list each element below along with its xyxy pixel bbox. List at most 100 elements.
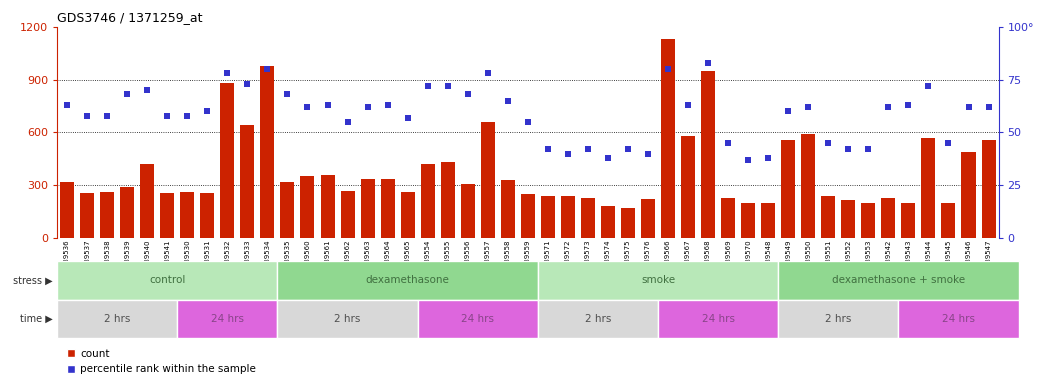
Bar <box>57 300 177 338</box>
Bar <box>277 261 538 300</box>
Bar <box>381 179 394 238</box>
Text: stress ▶: stress ▶ <box>12 275 52 285</box>
Point <box>719 140 736 146</box>
Bar <box>862 203 875 238</box>
Text: 2 hrs: 2 hrs <box>104 314 131 324</box>
Point <box>419 83 436 89</box>
Bar <box>941 203 956 238</box>
Point <box>980 104 996 110</box>
Bar <box>821 196 836 238</box>
Point <box>299 104 316 110</box>
Bar <box>300 177 315 238</box>
Bar <box>801 134 815 238</box>
Bar <box>538 300 658 338</box>
Point <box>880 104 897 110</box>
Bar <box>721 198 735 238</box>
Point <box>960 104 977 110</box>
Point <box>59 102 76 108</box>
Bar <box>57 261 277 300</box>
Bar <box>481 122 495 238</box>
Point <box>559 151 576 157</box>
Text: dexamethasone: dexamethasone <box>365 275 449 285</box>
Point <box>780 108 796 114</box>
Bar <box>538 261 778 300</box>
Bar <box>241 126 254 238</box>
Bar <box>561 196 575 238</box>
Point <box>439 83 456 89</box>
Bar <box>420 164 435 238</box>
Point <box>900 102 917 108</box>
Bar <box>701 71 715 238</box>
Bar <box>842 200 855 238</box>
Point <box>119 91 136 98</box>
Text: dexamethasone + smoke: dexamethasone + smoke <box>831 275 965 285</box>
Bar <box>200 193 214 238</box>
Text: 24 hrs: 24 hrs <box>461 314 494 324</box>
Bar <box>461 184 474 238</box>
Bar <box>360 179 375 238</box>
Point <box>639 151 656 157</box>
Bar <box>100 192 114 238</box>
Bar <box>621 208 635 238</box>
Point <box>740 157 757 163</box>
Point <box>680 102 696 108</box>
Bar <box>220 83 235 238</box>
Point <box>760 155 776 161</box>
Bar <box>741 203 756 238</box>
Point <box>920 83 936 89</box>
Point <box>600 155 617 161</box>
Point <box>579 146 596 152</box>
Bar <box>581 199 595 238</box>
Point <box>480 70 496 76</box>
Point <box>800 104 817 110</box>
Bar <box>961 152 976 238</box>
Bar <box>901 203 916 238</box>
Bar <box>60 182 74 238</box>
Text: control: control <box>149 275 186 285</box>
Text: 2 hrs: 2 hrs <box>584 314 611 324</box>
Bar <box>782 139 795 238</box>
Point <box>940 140 957 146</box>
Point <box>179 113 195 119</box>
Point <box>460 91 476 98</box>
Bar <box>658 300 778 338</box>
Text: GDS3746 / 1371259_at: GDS3746 / 1371259_at <box>57 11 202 24</box>
Bar <box>661 39 675 238</box>
Point <box>339 119 356 125</box>
Bar <box>401 192 414 238</box>
Bar <box>417 300 538 338</box>
Bar <box>541 196 555 238</box>
Point <box>219 70 236 76</box>
Bar <box>881 198 896 238</box>
Bar <box>521 194 535 238</box>
Point <box>260 66 276 72</box>
Bar <box>277 300 417 338</box>
Point <box>660 66 677 72</box>
Bar <box>177 300 277 338</box>
Point <box>820 140 837 146</box>
Bar <box>899 300 1018 338</box>
Text: smoke: smoke <box>640 275 675 285</box>
Point <box>620 146 636 152</box>
Point <box>320 102 336 108</box>
Bar <box>500 180 515 238</box>
Bar <box>922 138 935 238</box>
Text: time ▶: time ▶ <box>20 314 52 324</box>
Point <box>139 87 156 93</box>
Point <box>519 119 536 125</box>
Bar <box>321 175 334 238</box>
Legend: count, percentile rank within the sample: count, percentile rank within the sample <box>62 345 261 378</box>
Text: 24 hrs: 24 hrs <box>211 314 244 324</box>
Point <box>400 114 416 121</box>
Point <box>239 81 255 87</box>
Point <box>840 146 856 152</box>
Bar <box>601 205 614 238</box>
Point <box>379 102 395 108</box>
Text: 2 hrs: 2 hrs <box>825 314 851 324</box>
Point <box>279 91 296 98</box>
Point <box>499 98 516 104</box>
Bar <box>140 164 155 238</box>
Point <box>359 104 376 110</box>
Bar <box>778 300 899 338</box>
Point <box>861 146 877 152</box>
